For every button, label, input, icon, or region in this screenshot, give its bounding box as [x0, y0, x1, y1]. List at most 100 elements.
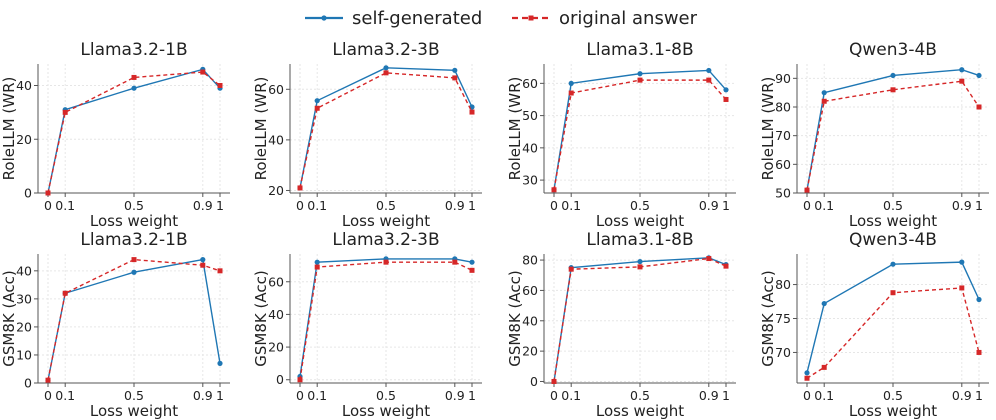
y-tick-label: 0: [24, 186, 32, 201]
legend-item-self-generated: self-generated: [305, 8, 482, 29]
y-tick-label: 50: [775, 186, 791, 201]
x-tick-label: 0.5: [630, 388, 650, 403]
data-point-original-answer: [821, 364, 827, 370]
y-tick-label: 80: [522, 253, 538, 268]
data-point-original-answer: [452, 75, 458, 81]
x-axis-label: Loss weight: [342, 402, 430, 420]
y-tick-label: 30: [522, 173, 538, 188]
x-tick-label: 0: [296, 198, 304, 213]
y-tick-label: 20: [16, 319, 32, 334]
y-tick-label: 40: [16, 78, 32, 93]
x-tick-label: 0.9: [699, 388, 719, 403]
data-point-original-answer: [890, 290, 896, 296]
x-tick-label: 1: [975, 388, 983, 403]
y-axis-label: GSM8K (Acc): [759, 270, 777, 366]
y-tick-label: 0: [276, 372, 284, 387]
legend-marker-self-generated: [321, 15, 327, 21]
x-tick-label: 0: [44, 388, 52, 403]
y-tick-label: 0: [24, 376, 32, 391]
data-point-self-generated: [804, 370, 810, 376]
chart-title: Llama3.2-3B: [332, 230, 439, 250]
x-tick-label: 0.1: [561, 198, 581, 213]
data-point-original-answer: [452, 259, 458, 265]
y-axis-label: RoleLLM (WR): [0, 77, 18, 181]
x-tick-label: 0.9: [952, 388, 972, 403]
data-point-original-answer: [637, 264, 643, 270]
x-tick-label: 0: [44, 198, 52, 213]
x-tick-label: 1: [722, 198, 730, 213]
chart-title: Qwen3-4B: [849, 230, 937, 250]
data-point-original-answer: [723, 96, 729, 102]
data-point-original-answer: [976, 349, 982, 355]
chart-title: Llama3.2-1B: [80, 40, 187, 60]
data-point-self-generated: [568, 80, 574, 86]
chart-panel-8: 70 75 80 0 0.1 0.5 0.9 1 Qwen3-4B Loss weight GSM8…: [759, 230, 989, 420]
y-tick-label: 80: [775, 100, 791, 115]
data-point-original-answer: [297, 185, 303, 191]
y-tick-label: 20: [522, 344, 538, 359]
chart-title: Llama3.1-8B: [586, 40, 693, 60]
data-point-original-answer: [217, 268, 223, 274]
data-point-original-answer: [45, 377, 51, 383]
x-axis-label: Loss weight: [596, 402, 684, 420]
data-point-self-generated: [469, 259, 475, 265]
data-point-original-answer: [568, 90, 574, 96]
data-point-original-answer: [314, 264, 320, 270]
x-tick-label: 0.5: [883, 388, 903, 403]
y-tick-label: 60: [522, 76, 538, 91]
x-tick-label: 0.5: [630, 198, 650, 213]
y-tick-label: 40: [522, 140, 538, 155]
data-point-original-answer: [804, 187, 810, 193]
chart-panel-3: 30 40 50 60 0 0.1 0.5 0.9 1 Llama3.1-8B Loss weigh…: [506, 40, 736, 230]
data-point-self-generated: [959, 259, 965, 265]
data-point-original-answer: [568, 266, 574, 272]
x-tick-label: 0.1: [561, 388, 581, 403]
y-tick-label: 60: [775, 157, 791, 172]
y-tick-label: 75: [775, 311, 791, 326]
x-tick-label: 1: [216, 388, 224, 403]
data-point-original-answer: [131, 74, 137, 80]
x-tick-label: 0.1: [814, 388, 834, 403]
chart-title: Llama3.2-3B: [332, 40, 439, 60]
legend: self-generated original answer: [305, 8, 698, 29]
x-tick-label: 0.5: [376, 388, 396, 403]
data-point-self-generated: [637, 258, 643, 265]
x-tick-label: 0.5: [124, 198, 144, 213]
data-point-original-answer: [551, 187, 557, 193]
x-tick-label: 0.1: [55, 388, 75, 403]
x-tick-label: 0.9: [445, 198, 465, 213]
data-point-self-generated: [976, 296, 982, 303]
x-tick-label: 0.9: [952, 198, 972, 213]
data-point-original-answer: [890, 87, 896, 93]
data-point-original-answer: [706, 77, 712, 83]
legend-marker-original-answer: [528, 15, 534, 21]
data-point-original-answer: [314, 105, 320, 111]
data-point-self-generated: [890, 261, 896, 267]
y-tick-label: 70: [775, 345, 791, 360]
y-tick-label: 20: [268, 340, 284, 355]
y-tick-label: 20: [16, 132, 32, 147]
chart-panel-4: 50 60 70 80 90 0 0.1 0.5 0.9 1 Qwen3-4B Loss weight…: [759, 40, 989, 230]
data-point-original-answer: [804, 375, 810, 381]
data-point-original-answer: [383, 70, 389, 76]
x-tick-label: 1: [975, 198, 983, 213]
y-tick-label: 50: [522, 108, 538, 123]
data-point-original-answer: [200, 262, 206, 268]
y-tick-label: 90: [775, 71, 791, 86]
data-point-original-answer: [131, 257, 137, 263]
y-axis-label: GSM8K (Acc): [506, 270, 524, 366]
x-tick-label: 0.9: [445, 388, 465, 403]
x-tick-label: 0.5: [376, 198, 396, 213]
data-point-self-generated: [131, 85, 137, 91]
data-point-self-generated: [821, 300, 827, 307]
data-point-self-generated: [314, 259, 320, 265]
data-point-self-generated: [723, 87, 729, 93]
y-axis-label: GSM8K (Acc): [252, 270, 270, 366]
x-axis-label: Loss weight: [596, 212, 684, 230]
y-axis-label: RoleLLM (WR): [759, 77, 777, 181]
data-point-original-answer: [551, 378, 557, 384]
data-point-original-answer: [723, 263, 729, 269]
